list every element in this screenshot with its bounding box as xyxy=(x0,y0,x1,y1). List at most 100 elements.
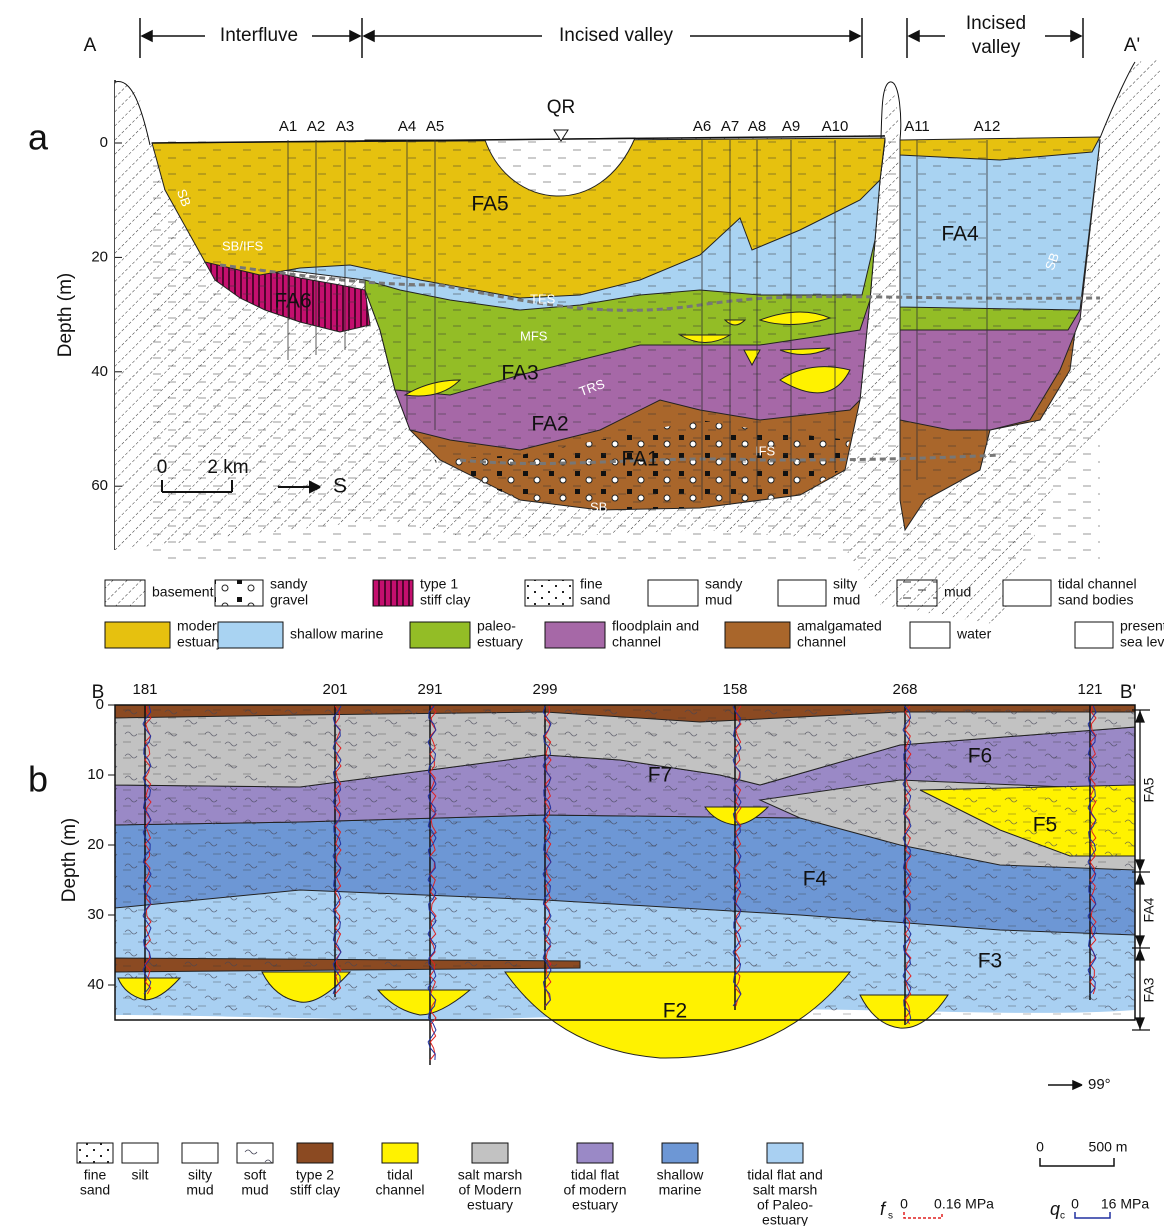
cpt-label: 158 xyxy=(722,681,747,698)
legend-label: fine xyxy=(580,576,603,592)
panel-a: a A A' Interfluve Incised valley Incised… xyxy=(28,13,1160,625)
scale-label: 0 xyxy=(1071,1196,1079,1212)
figure: a A A' Interfluve Incised valley Incised… xyxy=(0,0,1164,1226)
scale-label: 16 MPa xyxy=(1101,1196,1149,1212)
legend-swatch xyxy=(910,622,950,648)
tick-label: 60 xyxy=(91,477,108,494)
section-end: A xyxy=(84,35,97,56)
facies-label: FA2 xyxy=(531,413,568,436)
legend-swatch xyxy=(215,580,263,606)
legend-label: mud xyxy=(705,592,732,608)
legend-swatch xyxy=(373,580,413,606)
tick-label: 20 xyxy=(91,248,108,265)
scale-bar xyxy=(1040,1158,1114,1166)
well-label: A11 xyxy=(904,118,930,135)
tick-label: 40 xyxy=(87,976,104,993)
legend-label: present xyxy=(1120,618,1164,634)
legend-label: fine xyxy=(84,1167,107,1183)
legend-label: sandy xyxy=(705,576,742,592)
sea-level-label: QR xyxy=(547,97,576,118)
well-label: A5 xyxy=(426,118,444,135)
legend-swatch xyxy=(297,1143,333,1163)
axis-title: Depth (m) xyxy=(55,273,76,357)
scale-label: 0 xyxy=(900,1196,908,1212)
tick-label: 10 xyxy=(87,766,104,783)
surface-label: SB xyxy=(590,499,607,514)
legend-label: gravel xyxy=(270,592,308,608)
facies-label: FA3 xyxy=(501,362,538,385)
legend-label: sea level xyxy=(1120,634,1164,650)
legend-label: mud xyxy=(241,1182,268,1198)
scale-symbol: s xyxy=(888,1211,893,1222)
legend-label: estuary xyxy=(477,634,523,650)
legend-label: stiff clay xyxy=(290,1182,340,1198)
legend-label: salt marsh xyxy=(753,1182,818,1198)
panel-label: b xyxy=(28,759,48,800)
cpt-label: 181 xyxy=(132,681,157,698)
surface-label: SB/IFS xyxy=(222,238,264,253)
tick-label: 40 xyxy=(91,363,108,380)
cpt-label: 201 xyxy=(322,681,347,698)
facies-label: F3 xyxy=(978,950,1003,973)
surface-label: MFS xyxy=(520,328,548,343)
section-end: B' xyxy=(1120,682,1136,703)
scale-bar xyxy=(1075,1212,1110,1218)
legend-label: estuary xyxy=(177,634,223,650)
legend-swatch xyxy=(648,580,698,606)
cpt-label: 121 xyxy=(1077,681,1102,698)
cpt-label: 299 xyxy=(532,681,557,698)
legend-swatch xyxy=(105,622,170,648)
facies-label: FA4 xyxy=(941,223,979,246)
surface-label: TES xyxy=(530,291,556,306)
legend-label: silty xyxy=(833,576,857,592)
unit-label: FA3 xyxy=(1141,977,1157,1002)
zone-label: Incised xyxy=(966,13,1026,34)
surface-label: IFS xyxy=(755,443,776,458)
facies-label: F7 xyxy=(648,764,673,787)
legend-label: estuary xyxy=(467,1197,513,1213)
legend-label: salt marsh xyxy=(458,1167,523,1183)
legend-label: of Modern xyxy=(458,1182,521,1198)
scale-label: 0 xyxy=(1036,1139,1044,1155)
legend-label: stiff clay xyxy=(420,592,470,608)
legend-label: basement xyxy=(152,584,214,600)
scale-label: 0 xyxy=(157,457,168,478)
facies-label: FA1 xyxy=(621,448,658,471)
legend-label: type 2 xyxy=(296,1167,334,1183)
unit-label: FA5 xyxy=(1141,777,1157,802)
direction-label: S xyxy=(333,475,347,498)
facies-label: F2 xyxy=(663,1000,688,1023)
scale-label: 0.16 MPa xyxy=(934,1196,994,1212)
legend-swatch xyxy=(525,580,573,606)
legend-label: mud xyxy=(186,1182,213,1198)
scale-symbol: f xyxy=(880,1199,887,1219)
legend-label: shallow xyxy=(657,1167,705,1183)
legend-label: sandy xyxy=(270,576,307,592)
legend-label: mud xyxy=(944,584,971,600)
tick-label: 30 xyxy=(87,906,104,923)
strata xyxy=(152,137,1100,560)
legend-label: type 1 xyxy=(420,576,458,592)
section-end: A' xyxy=(1124,35,1140,56)
legend-label: sand xyxy=(80,1182,110,1198)
legend-swatch xyxy=(545,622,605,648)
legend-swatch xyxy=(897,580,937,606)
legend-label: mud xyxy=(833,592,860,608)
legend-swatch xyxy=(105,580,145,606)
legend-label: floodplain and xyxy=(612,618,699,634)
legend-swatch xyxy=(778,580,826,606)
legend-label: of modern xyxy=(563,1182,626,1198)
legend-swatch xyxy=(382,1143,418,1163)
legend-swatch xyxy=(767,1143,803,1163)
zone-label: Incised valley xyxy=(559,25,674,46)
panel-label: a xyxy=(28,117,49,158)
scale-symbol: c xyxy=(1060,1211,1065,1222)
legend-swatch xyxy=(725,622,790,648)
unit-label: FA4 xyxy=(1141,897,1157,922)
legend-label: channel xyxy=(375,1182,424,1198)
legend-label: estuary xyxy=(572,1197,618,1213)
legend-label: channel xyxy=(797,634,846,650)
legend-swatch xyxy=(182,1143,218,1163)
legend-label: tidal xyxy=(387,1167,413,1183)
panel-b: b B B' Depth (m) F7 F6 F5 F4 F3 F2 xyxy=(28,682,1157,1222)
